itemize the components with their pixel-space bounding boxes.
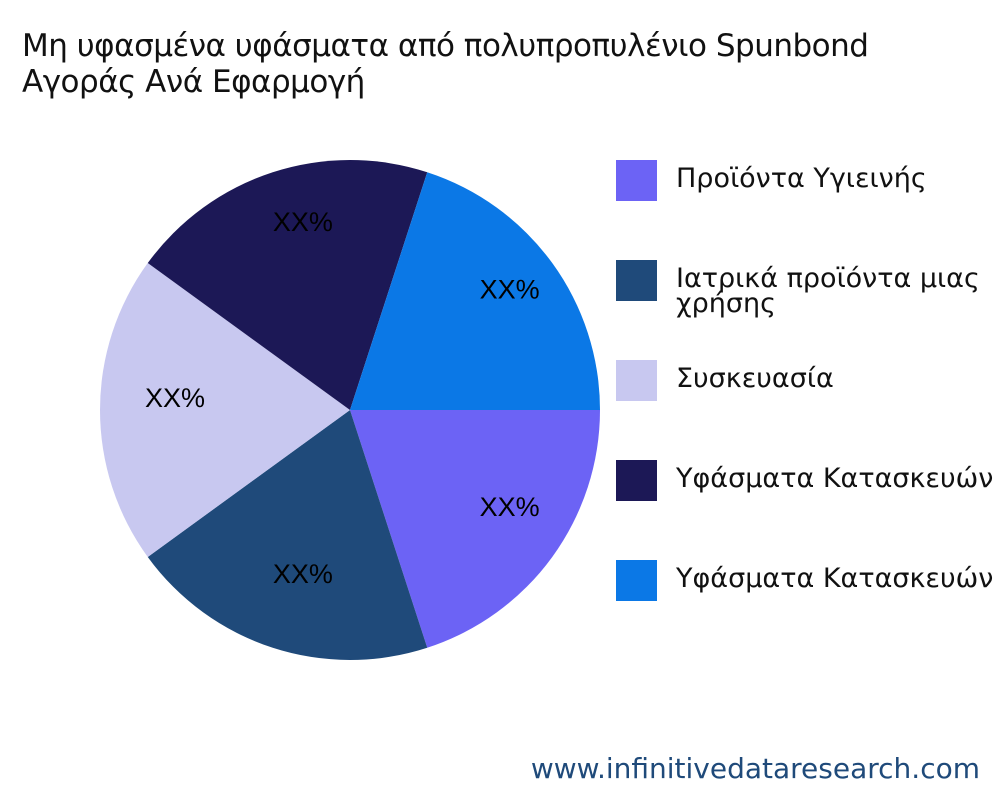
slice-label: XX%	[273, 207, 333, 237]
legend-item: Συσκευασία	[616, 360, 834, 401]
legend-label: Υφάσματα Κατασκευών	[676, 563, 994, 594]
pie-slice	[147, 410, 428, 660]
legend-swatch	[616, 360, 657, 401]
pie-slice	[147, 160, 428, 410]
watermark: www.infinitivedataresearch.com	[530, 752, 980, 785]
legend-item: Προϊόντα Υγιεινής	[616, 160, 927, 201]
legend-label: Υφάσματα Κατασκευών	[676, 463, 994, 494]
legend-item: Υφάσματα Κατασκευών	[616, 560, 993, 601]
slice-label: XX%	[145, 383, 205, 413]
legend-swatch	[616, 260, 657, 301]
legend-label: Ιατρικά προϊόντα μιας χρήσης	[676, 263, 980, 319]
legend-swatch	[616, 160, 657, 201]
legend-swatch	[616, 460, 657, 501]
pie-slice	[350, 172, 600, 410]
slice-label: XX%	[480, 274, 540, 304]
slice-label: XX%	[480, 492, 540, 522]
legend-swatch	[616, 560, 657, 601]
legend-item: Υφάσματα Κατασκευών	[616, 460, 993, 501]
legend-label: Συσκευασία	[676, 363, 834, 394]
pie-slice	[350, 410, 600, 648]
slice-label: XX%	[273, 559, 333, 589]
chart-title: Μη υφασμένα υφάσματα από πολυπροπυλένιο …	[22, 28, 869, 100]
legend-item: Ιατρικά προϊόντα μιας χρήσης	[616, 260, 980, 319]
legend-label: Προϊόντα Υγιεινής	[676, 163, 927, 194]
pie-slice	[100, 263, 350, 557]
